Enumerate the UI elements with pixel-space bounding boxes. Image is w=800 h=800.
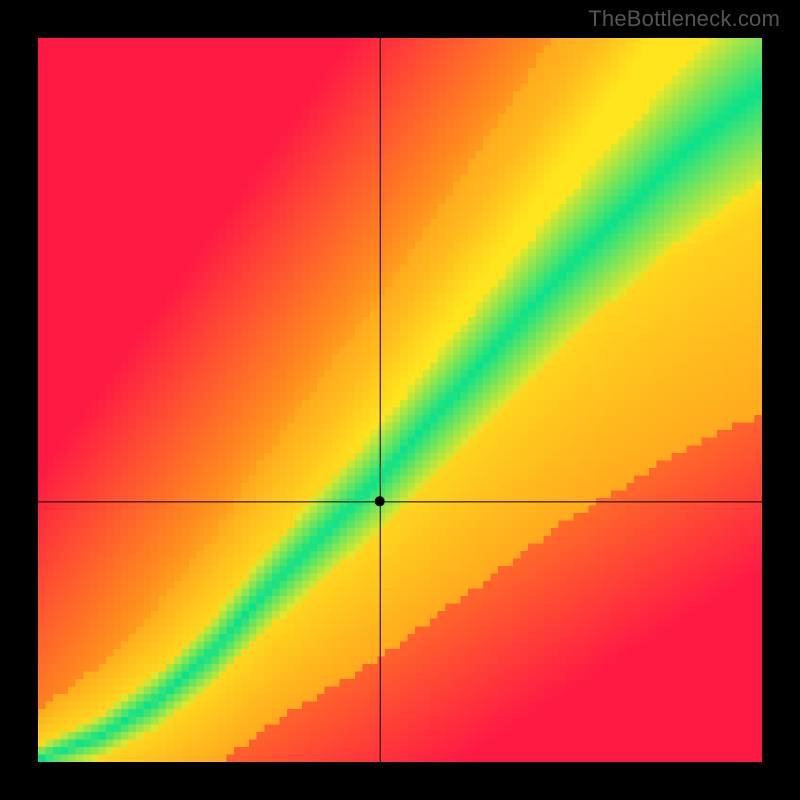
chart-container: TheBottleneck.com xyxy=(0,0,800,800)
watermark-text: TheBottleneck.com xyxy=(588,6,780,32)
plot-area xyxy=(38,38,762,762)
crosshair-overlay xyxy=(38,38,762,762)
